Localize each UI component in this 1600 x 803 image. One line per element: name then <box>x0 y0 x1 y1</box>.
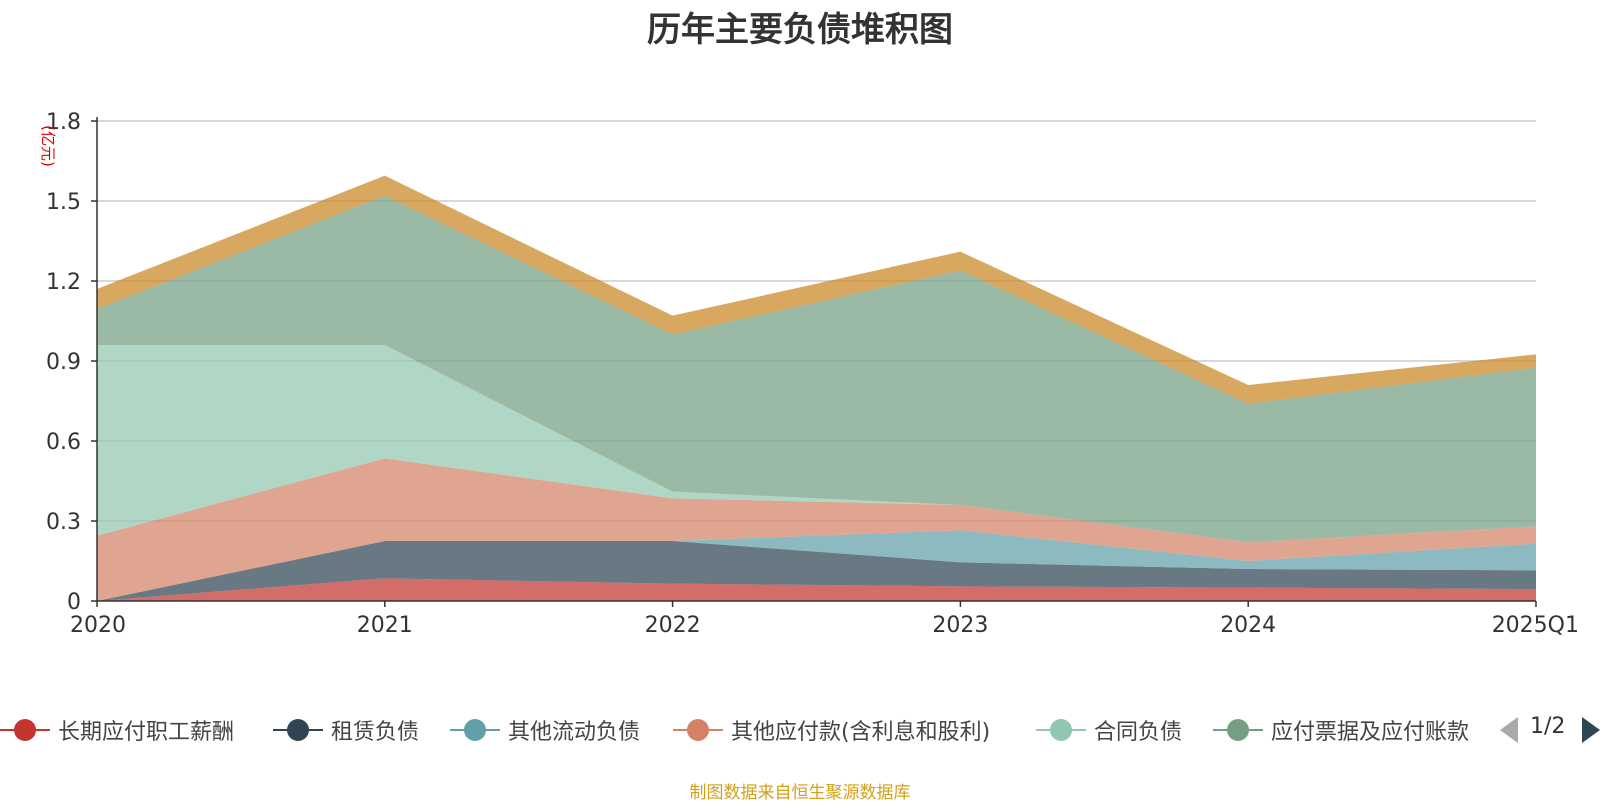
legend-label: 其他流动负债 <box>508 720 641 745</box>
x-tick-label: 2020 <box>70 613 126 638</box>
legend-label: 应付票据及应付账款 <box>1271 720 1470 745</box>
legend-marker-icon <box>273 712 323 748</box>
legend-item[interactable]: 其他应付款(含利息和股利) <box>673 712 990 748</box>
y-unit-label: (亿元) <box>39 125 57 167</box>
x-tick-label: 2024 <box>1220 613 1276 638</box>
series-area-5 <box>97 195 1536 543</box>
x-tick-label: 2023 <box>932 613 988 638</box>
legend-label: 长期应付职工薪酬 <box>58 720 235 745</box>
y-tick-label: 0 <box>67 590 81 615</box>
legend-label: 合同负债 <box>1094 720 1183 745</box>
series-area-0 <box>97 578 1536 601</box>
legend-items: 长期应付职工薪酬 租赁负债 其他流动负债 其他应付款(含利息和股利) 合同负债 应付票据及… <box>0 712 1484 748</box>
legend-marker-icon <box>1213 712 1263 748</box>
legend-item[interactable]: 合同负债 <box>1036 712 1182 748</box>
legend-marker-icon <box>1036 712 1086 748</box>
x-tick-label: 2022 <box>645 613 701 638</box>
legend-next-page-icon[interactable] <box>1582 717 1600 743</box>
legend: 长期应付职工薪酬 租赁负债 其他流动负债 其他应付款(含利息和股利) 合同负债 应付票据及… <box>0 712 1600 748</box>
legend-item[interactable]: 租赁负债 <box>273 712 419 748</box>
legend-label: 其他应付款(含利息和股利) <box>731 720 991 745</box>
series-area-3 <box>97 458 1536 601</box>
legend-marker-icon <box>450 712 500 748</box>
legend-page-indicator: 1/2 <box>1530 714 1566 739</box>
legend-marker-icon <box>673 712 723 748</box>
legend-marker-icon <box>0 712 50 748</box>
legend-item[interactable]: 长期应付职工薪酬 <box>0 712 234 748</box>
y-tick-label: 1.2 <box>46 270 81 295</box>
legend-item[interactable]: 其他流动负债 <box>450 712 640 748</box>
legend-label: 租赁负债 <box>331 720 420 745</box>
legend-prev-page-icon[interactable] <box>1500 717 1518 743</box>
series-area-1 <box>97 541 1536 601</box>
series-area-6 <box>97 175 1536 404</box>
chart-title: 历年主要负债堆积图 <box>647 10 953 50</box>
y-tick-label: 1.5 <box>46 190 81 215</box>
x-tick-label: 2021 <box>357 613 413 638</box>
series-area-4 <box>97 345 1536 543</box>
legend-item[interactable]: 应付票据及应付账款 <box>1213 712 1469 748</box>
y-tick-label: 0.9 <box>46 350 81 375</box>
legend-pager: 1/2 <box>1500 712 1600 748</box>
y-tick-label: 0.3 <box>46 510 81 535</box>
source-note: 制图数据来自恒生聚源数据库 <box>689 783 911 803</box>
y-tick-label: 1.8 <box>46 110 81 135</box>
x-tick-label: 2025Q1 <box>1492 613 1579 638</box>
y-tick-label: 0.6 <box>46 430 81 455</box>
series-area-2 <box>97 530 1536 601</box>
